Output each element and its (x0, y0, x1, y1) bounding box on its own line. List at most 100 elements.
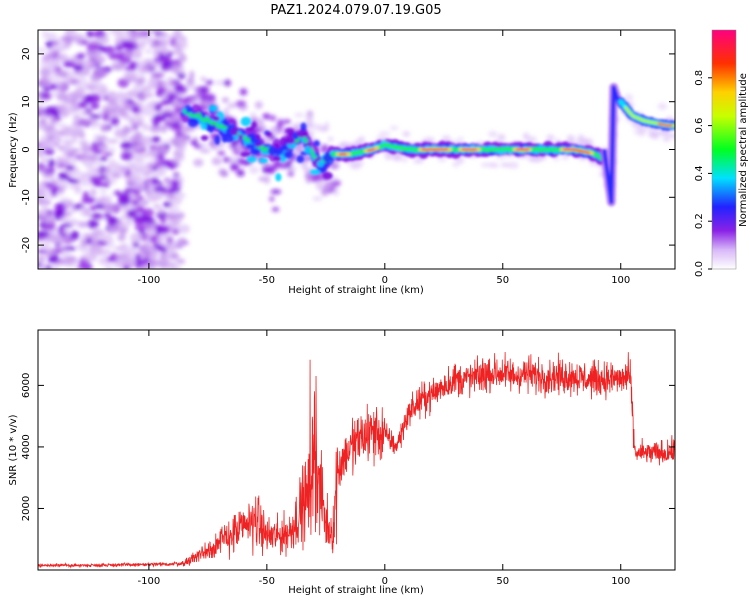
spectrogram-noise-blob (81, 240, 88, 247)
spectrogram-noise-blob (47, 158, 56, 168)
spectrogram-scatter-blob (294, 112, 305, 118)
spectrogram-noise-blob (42, 215, 56, 225)
spectrogram-ytick-label: 20 (21, 48, 32, 61)
spectrogram-scatter-blob (271, 207, 280, 212)
spectrogram-noise-blob (63, 202, 70, 208)
snr-ytick-label: 4000 (21, 434, 32, 459)
spectrogram-ridge-blob (285, 128, 295, 134)
spectrogram-noise-blob (117, 195, 131, 206)
spectrogram-noise-blob (38, 140, 47, 150)
spectrogram-noise-blob (89, 188, 97, 197)
spectrogram-noise-blob (69, 230, 80, 240)
colorbar: 0.0 0.2 0.4 0.6 0.8 Normalized spectral ampl… (694, 29, 749, 277)
spectrogram-noise-blob (39, 78, 52, 87)
spectrogram-scatter-blob (223, 79, 231, 87)
spectrogram-scatter-blob (320, 188, 329, 197)
spectrogram-ridge-blob (258, 157, 269, 164)
spectrogram-noise-blob (165, 241, 173, 250)
spectrogram-scatter-blob (264, 175, 270, 185)
spectrogram-scatter-blob (269, 134, 276, 142)
spectrogram-noise-blob (176, 258, 186, 264)
spectrogram-ridge-blob (200, 122, 207, 130)
spectrogram-ridge-blob (304, 145, 311, 154)
spectrogram-xtick-label: -50 (259, 275, 275, 286)
spectrogram-noise-blob (126, 89, 141, 99)
spectrogram-noise-blob (49, 83, 58, 91)
spectrogram-halo-blob (358, 136, 366, 143)
spectrogram-noise-blob (86, 219, 99, 229)
spectrogram-halo-blob (566, 134, 576, 143)
spectrogram-noise-blob (150, 30, 161, 34)
spectrogram-noise-blob (60, 35, 72, 42)
spectrogram-noise-blob (104, 165, 111, 174)
spectrogram-noise-blob (171, 264, 182, 269)
spectrogram-noise-blob (163, 143, 171, 149)
spectrogram-scatter-blob (204, 93, 216, 103)
spectrogram-noise-blob (102, 151, 114, 156)
spectrogram-scatter-blob (226, 103, 237, 109)
spectrogram-noise-blob (165, 187, 176, 194)
spectrogram-noise-blob (153, 113, 167, 122)
spectrogram-halo-blob (487, 162, 498, 168)
spectrogram-noise-blob (97, 44, 106, 53)
spectrogram-halo-blob (480, 162, 490, 168)
spectrogram-noise-blob (108, 158, 116, 165)
spectrogram-xtick-label: 0 (382, 275, 388, 286)
spectrogram-scatter-blob (265, 168, 274, 174)
spectrogram-noise-blob (149, 124, 162, 134)
spectrogram-noise-blob (40, 56, 53, 65)
spectrogram-ridge-blob (212, 115, 220, 122)
spectrogram-noise-blob (126, 209, 138, 219)
spectrogram-noise-blob (50, 187, 57, 197)
spectrogram-noise-blob (78, 101, 88, 109)
spectrogram-noise-blob (155, 143, 165, 153)
spectrogram-xtick-label: 100 (611, 275, 630, 286)
spectrogram-halo-blob (378, 131, 391, 137)
spectrogram-scatter-blob (199, 148, 211, 154)
spectrogram-halo-blob (402, 131, 411, 137)
spectrogram-noise-blob (78, 140, 89, 146)
spectrogram-noise-blob (65, 150, 76, 156)
spectrogram-noise-blob (50, 44, 62, 52)
spectrogram-ridge-blob (266, 132, 272, 137)
spectrogram-noise-blob (102, 46, 115, 55)
spectrogram-halo-blob (624, 94, 634, 101)
snr-ytick-label: 6000 (21, 373, 32, 398)
snr-xtick-label: -50 (259, 576, 275, 587)
spectrogram-noise-blob (168, 204, 180, 215)
spectrogram-noise-blob (89, 175, 103, 184)
spectrogram-scatter-blob (324, 180, 333, 190)
spectrogram-noise-blob (131, 120, 144, 127)
spectrogram-noise-blob (144, 188, 152, 195)
spectrogram-noise-blob (39, 117, 48, 127)
spectrogram-noise-blob (122, 125, 130, 135)
spectrogram-noise-blob (158, 32, 171, 41)
spectrogram-noise-blob (160, 123, 168, 134)
spectrogram-image (38, 30, 675, 269)
spectrogram-ridge-blob (322, 153, 333, 163)
spectrogram-noise-blob (176, 225, 187, 231)
spectrogram-noise-blob (38, 230, 50, 238)
spectrogram-noise-blob (120, 151, 134, 161)
spectrogram-noise-blob (106, 216, 119, 225)
spectrogram-noise-blob (95, 196, 110, 204)
spectrogram-noise-blob (108, 52, 123, 61)
spectrogram-scatter-blob (177, 101, 184, 109)
spectrogram-noise-blob (86, 30, 95, 38)
snr-panel: -100 -50 0 50 100 2000 4000 6000 Height of stra… (8, 329, 676, 596)
spectrogram-noise-blob (150, 41, 159, 48)
spectrogram-noise-blob (154, 103, 162, 112)
spectrogram-scatter-blob (330, 179, 341, 187)
spectrogram-ridge-blob (300, 122, 307, 132)
spectrogram-halo-blob (353, 159, 365, 166)
spectrogram-scatter-blob (198, 86, 210, 94)
spectrogram-noise-blob (91, 213, 103, 219)
spectrogram-noise-blob (133, 182, 147, 190)
spectrogram-noise-blob (132, 30, 147, 38)
snr-xtick-label: 100 (611, 576, 630, 587)
snr-frame (37, 329, 676, 571)
spectrogram-scatter-blob (285, 160, 293, 169)
spectrogram-noise-blob (169, 179, 179, 188)
spectrogram-scatter-blob (183, 96, 191, 104)
spectrogram-noise-blob (142, 111, 156, 117)
